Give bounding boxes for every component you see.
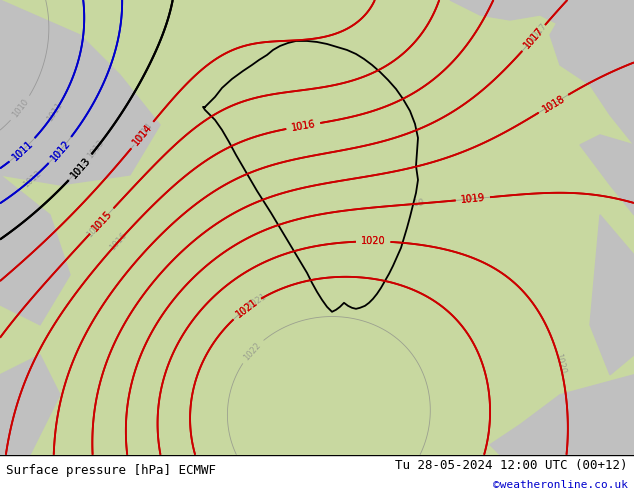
Text: Tu 28-05-2024 12:00 UTC (00+12): Tu 28-05-2024 12:00 UTC (00+12) bbox=[395, 459, 628, 472]
Polygon shape bbox=[580, 135, 634, 215]
Text: 1019: 1019 bbox=[403, 199, 424, 209]
Text: ©weatheronline.co.uk: ©weatheronline.co.uk bbox=[493, 480, 628, 490]
Text: 1013: 1013 bbox=[68, 155, 92, 180]
Polygon shape bbox=[550, 0, 634, 145]
Text: 1011: 1011 bbox=[10, 138, 35, 162]
Text: 1016: 1016 bbox=[108, 231, 129, 252]
Text: 1014: 1014 bbox=[131, 122, 154, 147]
Text: 1017: 1017 bbox=[522, 25, 546, 50]
Text: 1010: 1010 bbox=[11, 98, 30, 120]
Text: 1014: 1014 bbox=[134, 122, 154, 144]
Text: 1018: 1018 bbox=[540, 93, 567, 114]
Polygon shape bbox=[590, 215, 634, 375]
Text: 1017: 1017 bbox=[522, 25, 546, 50]
Text: Surface pressure [hPa] ECMWF: Surface pressure [hPa] ECMWF bbox=[6, 464, 216, 477]
Text: 1020: 1020 bbox=[361, 236, 385, 246]
Text: 1017: 1017 bbox=[528, 22, 549, 43]
Polygon shape bbox=[0, 175, 70, 325]
Text: 1021: 1021 bbox=[234, 297, 259, 319]
Text: 1021: 1021 bbox=[234, 297, 259, 319]
Text: 1016: 1016 bbox=[290, 119, 316, 133]
Text: 1022: 1022 bbox=[242, 340, 262, 362]
Text: 1018: 1018 bbox=[540, 93, 567, 114]
Text: 1012: 1012 bbox=[21, 169, 43, 189]
Polygon shape bbox=[450, 0, 634, 65]
Polygon shape bbox=[0, 0, 634, 455]
Text: 1016: 1016 bbox=[290, 119, 316, 133]
Text: 1014: 1014 bbox=[131, 122, 154, 147]
Text: 1015: 1015 bbox=[90, 209, 114, 233]
Text: 1018: 1018 bbox=[332, 174, 354, 187]
Text: 1019: 1019 bbox=[460, 193, 486, 205]
Text: 1021: 1021 bbox=[245, 292, 268, 311]
Text: 1012: 1012 bbox=[48, 138, 72, 163]
Text: 1020: 1020 bbox=[361, 236, 385, 246]
Polygon shape bbox=[490, 375, 634, 455]
Text: 1019: 1019 bbox=[460, 193, 486, 205]
Text: 1015: 1015 bbox=[84, 218, 105, 239]
Polygon shape bbox=[0, 355, 60, 455]
Polygon shape bbox=[203, 41, 418, 312]
Text: 1011: 1011 bbox=[45, 101, 64, 123]
Text: 1020: 1020 bbox=[553, 352, 567, 374]
Text: 1013: 1013 bbox=[68, 155, 92, 180]
Polygon shape bbox=[0, 0, 160, 185]
Text: 1015: 1015 bbox=[90, 209, 114, 233]
Text: 1012: 1012 bbox=[48, 138, 72, 163]
Text: 1011: 1011 bbox=[10, 138, 35, 162]
Text: 1013: 1013 bbox=[86, 138, 105, 160]
